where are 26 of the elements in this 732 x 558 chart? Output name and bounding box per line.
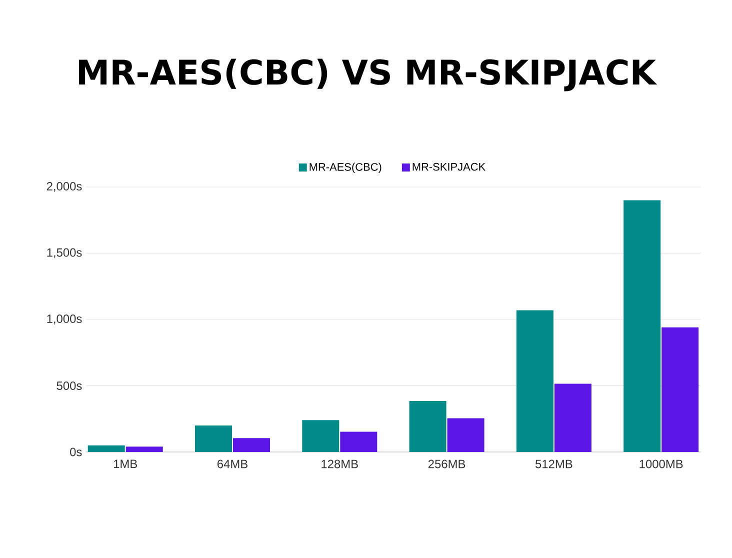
bar (624, 200, 661, 452)
x-tick-label: 128MB (322, 460, 358, 468)
x-tick-label: 256MB (428, 460, 466, 468)
x-tick-label: 1000MB (640, 460, 683, 468)
y-tick-label: 500s (56, 382, 82, 390)
y-tick-label: 1,500s (47, 248, 82, 258)
bar (302, 420, 340, 452)
bar (409, 400, 446, 452)
x-tick-label: 512MB (535, 460, 572, 468)
bar (554, 384, 592, 452)
y-tick-label: 2,000s (46, 182, 82, 192)
x-tick-label: 1MB (114, 460, 138, 468)
bar (195, 425, 232, 452)
legend-label: MR-AES(CBC) (310, 162, 382, 173)
bar (516, 310, 554, 452)
y-tick-label: 1,000s (47, 314, 82, 324)
bar (340, 432, 378, 452)
y-tick-label: 0s (70, 448, 82, 456)
bar (233, 438, 270, 452)
chart-title: MR-AES(CBC) VS MR-SKIPJACK (79, 58, 658, 92)
bar (88, 445, 125, 452)
bar (662, 327, 699, 452)
legend-label: MR-SKIPJACK (412, 162, 486, 171)
x-tick-label: 64MB (218, 460, 248, 468)
bar (447, 418, 484, 452)
bar (126, 446, 163, 452)
